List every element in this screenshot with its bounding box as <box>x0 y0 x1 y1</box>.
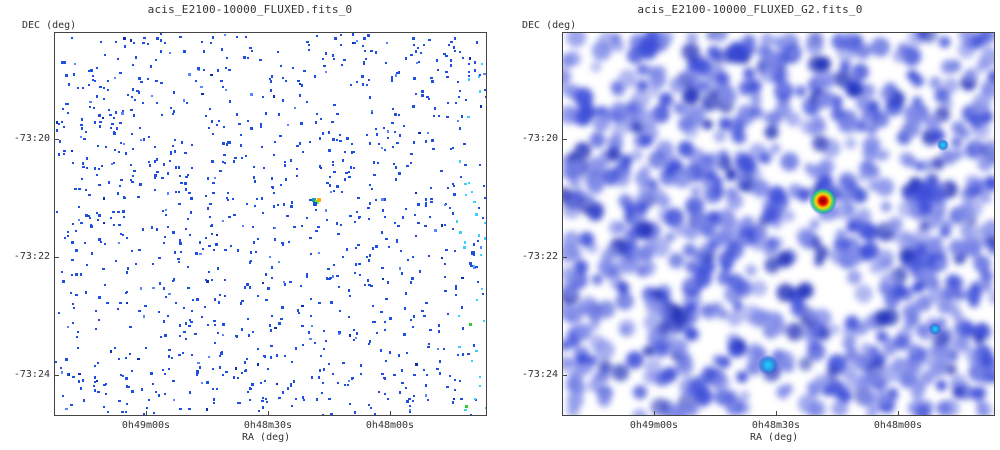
left-panel-title: acis_E2100-10000_FLUXED.fits_0 <box>147 3 353 16</box>
right-x-tick-mark <box>654 411 655 416</box>
left-y-tick-label: -73:20 <box>13 133 50 144</box>
left-image-canvas[interactable] <box>54 32 487 416</box>
right-image-panel: acis_E2100-10000_FLUXED_G2.fits_0 DEC (d… <box>500 0 1000 450</box>
left-image-panel: acis_E2100-10000_FLUXED.fits_0 DEC (deg)… <box>13 3 487 443</box>
right-image-canvas[interactable] <box>562 32 995 416</box>
right-x-axis-label: RA (deg) <box>750 432 799 443</box>
right-x-tick-label: 0h49m00s <box>629 420 679 431</box>
right-y-tick-mark <box>562 257 567 258</box>
right-x-tick-label: 0h48m30s <box>751 420 801 431</box>
right-x-tick-label: 0h48m00s <box>873 420 923 431</box>
left-x-tick-label: 0h49m00s <box>121 420 171 431</box>
left-x-tick-mark <box>146 411 147 416</box>
right-y-tick-mark <box>562 375 567 376</box>
left-y-tick-mark <box>54 139 59 140</box>
right-y-tick-label: -73:20 <box>521 133 558 144</box>
left-x-tick-label: 0h48m30s <box>243 420 293 431</box>
left-x-tick-label: 0h48m00s <box>365 420 415 431</box>
right-x-tick-mark <box>898 411 899 416</box>
left-sparse-counts-image <box>55 33 486 415</box>
right-y-tick-mark <box>562 139 567 140</box>
right-smoothed-image <box>563 33 994 415</box>
left-x-tick-mark <box>268 411 269 416</box>
left-y-axis-label: DEC (deg) <box>22 20 77 31</box>
right-y-axis-label: DEC (deg) <box>522 20 577 31</box>
left-x-tick-mark <box>390 411 391 416</box>
right-y-tick-label: -73:22 <box>521 251 558 262</box>
left-x-axis-label: RA (deg) <box>242 432 291 443</box>
right-y-tick-label: -73:24 <box>521 369 558 380</box>
right-panel-title: acis_E2100-10000_FLUXED_G2.fits_0 <box>637 3 863 16</box>
left-y-tick-mark <box>54 375 59 376</box>
left-y-tick-label: -73:24 <box>13 369 50 380</box>
left-y-tick-label: -73:22 <box>13 251 50 262</box>
left-y-tick-mark <box>54 257 59 258</box>
right-x-tick-mark <box>776 411 777 416</box>
